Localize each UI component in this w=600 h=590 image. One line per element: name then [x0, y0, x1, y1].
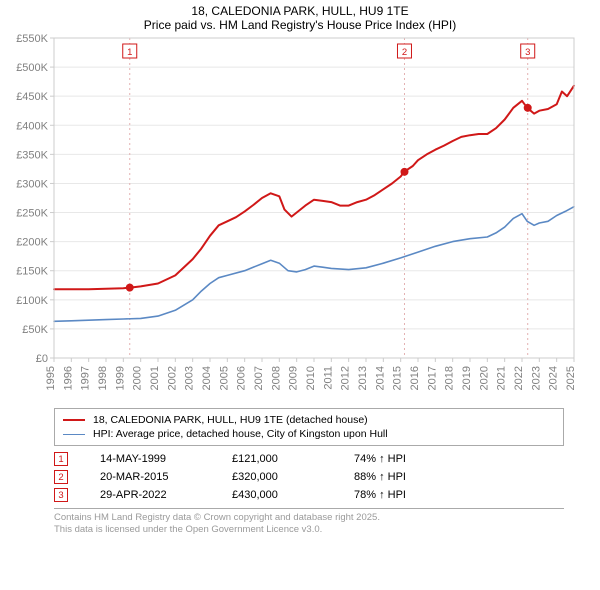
svg-text:1995: 1995: [45, 366, 57, 390]
svg-text:2022: 2022: [513, 366, 525, 390]
chart-svg: £0 £50K £100K £150K £200K £250K £300K £350K £400…: [0, 34, 600, 402]
svg-text:£300K: £300K: [16, 178, 48, 190]
svg-text:2000: 2000: [132, 366, 144, 390]
sale-delta: 74% ↑ HPI: [354, 453, 406, 465]
svg-text:2025: 2025: [565, 366, 577, 390]
svg-text:2016: 2016: [409, 366, 421, 390]
title-line-2: Price paid vs. HM Land Registry's House …: [10, 18, 590, 32]
sales-table: 1 14-MAY-1999 £121,000 74% ↑ HPI 2 20-MAR-201…: [54, 450, 564, 504]
sale-marker-num: 3: [54, 488, 68, 502]
title-line-1: 18, CALEDONIA PARK, HULL, HU9 1TE: [10, 4, 590, 18]
svg-text:2024: 2024: [548, 366, 560, 390]
legend-swatch-1: [63, 434, 85, 435]
legend-row-1: HPI: Average price, detached house, City…: [63, 427, 555, 441]
svg-text:2020: 2020: [478, 366, 490, 390]
title-block: 18, CALEDONIA PARK, HULL, HU9 1TE Price …: [0, 0, 600, 34]
footer-line-1: Contains HM Land Registry data © Crown c…: [54, 512, 564, 524]
svg-text:2017: 2017: [426, 366, 438, 390]
svg-text:2008: 2008: [270, 366, 282, 390]
sale-delta: 88% ↑ HPI: [354, 471, 406, 483]
svg-text:2014: 2014: [374, 366, 386, 390]
svg-text:1999: 1999: [114, 366, 126, 390]
footer-line-2: This data is licensed under the Open Gov…: [54, 524, 564, 536]
sales-row: 2 20-MAR-2015 £320,000 88% ↑ HPI: [54, 468, 564, 486]
legend-label-1: HPI: Average price, detached house, City…: [93, 428, 388, 440]
legend-label-0: 18, CALEDONIA PARK, HULL, HU9 1TE (detac…: [93, 414, 368, 426]
svg-text:2013: 2013: [357, 366, 369, 390]
svg-text:£200K: £200K: [16, 237, 48, 249]
svg-text:3: 3: [525, 47, 530, 58]
svg-text:2004: 2004: [201, 366, 213, 390]
legend-row-0: 18, CALEDONIA PARK, HULL, HU9 1TE (detac…: [63, 413, 555, 427]
svg-text:2012: 2012: [340, 366, 352, 390]
sales-row: 3 29-APR-2022 £430,000 78% ↑ HPI: [54, 486, 564, 504]
svg-text:2011: 2011: [322, 366, 334, 390]
legend-swatch-0: [63, 419, 85, 421]
svg-text:2003: 2003: [184, 366, 196, 390]
sale-date: 14-MAY-1999: [100, 453, 200, 465]
sale-date: 20-MAR-2015: [100, 471, 200, 483]
legend: 18, CALEDONIA PARK, HULL, HU9 1TE (detac…: [54, 408, 564, 446]
sales-row: 1 14-MAY-1999 £121,000 74% ↑ HPI: [54, 450, 564, 468]
svg-text:2: 2: [402, 47, 407, 58]
svg-text:£100K: £100K: [16, 295, 48, 307]
svg-text:2023: 2023: [530, 366, 542, 390]
sale-price: £121,000: [232, 453, 322, 465]
svg-text:1998: 1998: [97, 366, 109, 390]
svg-text:£350K: £350K: [16, 149, 48, 161]
svg-text:1997: 1997: [80, 366, 92, 390]
sale-price: £430,000: [232, 489, 322, 501]
svg-text:2005: 2005: [218, 366, 230, 390]
sale-date: 29-APR-2022: [100, 489, 200, 501]
sale-delta: 78% ↑ HPI: [354, 489, 406, 501]
svg-text:2009: 2009: [288, 366, 300, 390]
svg-text:1996: 1996: [62, 366, 74, 390]
svg-text:1: 1: [127, 47, 132, 58]
svg-text:£250K: £250K: [16, 208, 48, 220]
svg-text:2018: 2018: [444, 366, 456, 390]
svg-text:2007: 2007: [253, 366, 265, 390]
chart: £0 £50K £100K £150K £200K £250K £300K £350K £400…: [0, 34, 600, 402]
svg-text:£500K: £500K: [16, 62, 48, 74]
sale-price: £320,000: [232, 471, 322, 483]
svg-text:£150K: £150K: [16, 266, 48, 278]
svg-text:2019: 2019: [461, 366, 473, 390]
svg-text:£50K: £50K: [22, 324, 48, 336]
svg-text:£0: £0: [36, 353, 48, 365]
sale-marker-num: 2: [54, 470, 68, 484]
svg-text:£450K: £450K: [16, 91, 48, 103]
svg-text:2001: 2001: [149, 366, 161, 390]
svg-text:2010: 2010: [305, 366, 317, 390]
sale-marker-num: 1: [54, 452, 68, 466]
page-root: 18, CALEDONIA PARK, HULL, HU9 1TE Price …: [0, 0, 600, 536]
footer: Contains HM Land Registry data © Crown c…: [54, 508, 564, 536]
svg-text:£550K: £550K: [16, 34, 48, 45]
svg-text:2002: 2002: [166, 366, 178, 390]
svg-text:2015: 2015: [392, 366, 404, 390]
svg-text:£400K: £400K: [16, 120, 48, 132]
svg-text:2021: 2021: [496, 366, 508, 390]
svg-text:2006: 2006: [236, 366, 248, 390]
